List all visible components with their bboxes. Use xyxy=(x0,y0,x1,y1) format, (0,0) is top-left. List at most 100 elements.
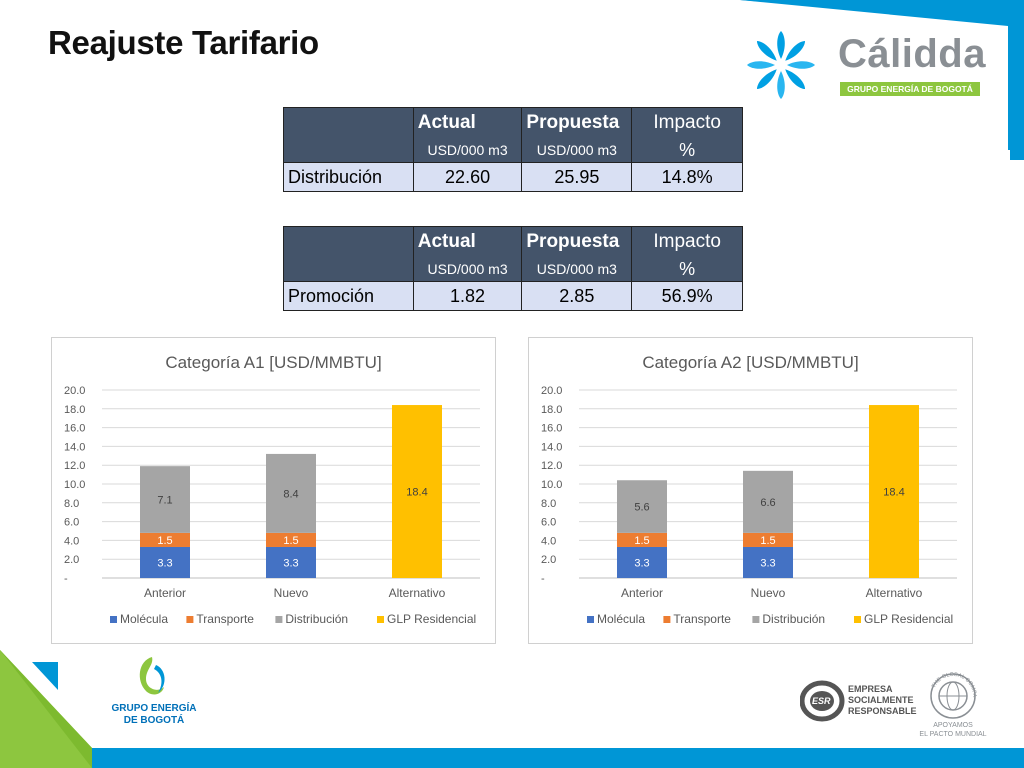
legend-swatch xyxy=(587,616,594,623)
legend-label: Molécula xyxy=(120,612,168,626)
unit-actual: USD/000 m3 xyxy=(412,257,523,282)
category-label: Nuevo xyxy=(751,586,786,600)
bar-segment xyxy=(617,480,667,533)
bar-segment xyxy=(869,405,919,578)
y-tick-label: 20.0 xyxy=(541,385,562,397)
legend-label: Distribución xyxy=(285,612,348,626)
legend-label: Transporte xyxy=(673,612,731,626)
legend-label: Distribución xyxy=(762,612,825,626)
bar-segment xyxy=(266,453,316,533)
esr-line1: EMPRESA xyxy=(848,684,893,694)
chart-a1-svg: Categoría A1 [USD/MMBTU] - 2.0 4.0 6.0 8.0 10.… xyxy=(64,353,480,626)
chart-title: Categoría A1 [USD/MMBTU] xyxy=(165,353,381,372)
geb-line1: GRUPO ENERGÍA xyxy=(111,703,197,714)
y-tick-label: 12.0 xyxy=(541,460,562,472)
bar-segment xyxy=(617,532,667,547)
y-tick-label: 18.0 xyxy=(64,404,85,416)
calidda-logo: Cálidda GRUPO ENERGÍA DE BOGOTÁ xyxy=(744,28,986,102)
data-label: 18.4 xyxy=(883,487,904,499)
y-tick-label: 2.0 xyxy=(64,554,79,566)
y-tick-label: 14.0 xyxy=(541,441,562,453)
global-compact-globe-icon: THE GLOBAL COMPACT xyxy=(925,668,977,719)
data-label: 18.4 xyxy=(406,487,427,499)
chart-categoria-a2: Categoría A2 [USD/MMBTU] - 2.0 4.0 6.0 8.0 10.… xyxy=(528,337,973,644)
calidda-subtitle-badge: GRUPO ENERGÍA DE BOGOTÁ xyxy=(840,82,980,96)
y-tick-label: 12.0 xyxy=(64,460,85,472)
data-label: 3.3 xyxy=(760,557,775,569)
y-tick-label: 20.0 xyxy=(64,385,85,397)
y-tick-label: 16.0 xyxy=(541,423,562,435)
y-tick-label: 6.0 xyxy=(541,517,556,529)
bar-segment xyxy=(392,405,442,578)
col-header-actual: Actual xyxy=(412,226,523,257)
unit-propuesta: USD/000 m3 xyxy=(521,138,633,163)
legend-swatch xyxy=(110,616,117,623)
legend-swatch xyxy=(186,616,194,623)
legend-swatch xyxy=(854,616,861,623)
legend-label: GLP Residencial xyxy=(864,612,953,626)
data-label: 6.6 xyxy=(760,497,775,509)
legend-swatch xyxy=(275,616,283,623)
data-label: 3.3 xyxy=(634,557,649,569)
data-label: 1.5 xyxy=(157,535,172,547)
unit-impacto: % xyxy=(631,257,743,282)
y-tick-label: - xyxy=(541,573,545,585)
legend-swatch xyxy=(752,616,760,623)
bar-segment xyxy=(743,532,793,547)
geb-swirl-icon xyxy=(139,657,165,695)
row-label-distribucion: Distribución xyxy=(283,162,414,192)
y-tick-label: 14.0 xyxy=(64,441,85,453)
y-tick-label: 2.0 xyxy=(541,554,556,566)
calidda-wordmark: Cálidda xyxy=(838,32,986,76)
y-tick-label: 10.0 xyxy=(64,479,85,491)
value-propuesta: 2.85 xyxy=(521,281,633,311)
geb-logo: GRUPO ENERGÍA DE BOGOTÁ xyxy=(104,655,204,735)
data-label: 3.3 xyxy=(157,557,172,569)
data-label: 3.3 xyxy=(283,557,298,569)
global-compact-logo: THE GLOBAL COMPACT APOYAMOS EL PACTO MUN… xyxy=(918,668,988,742)
unit-actual: USD/000 m3 xyxy=(412,138,523,163)
col-header-impacto: Impacto xyxy=(631,107,743,138)
bar-segment xyxy=(140,532,190,547)
category-label: Anterior xyxy=(621,586,663,600)
category-label: Alternativo xyxy=(866,586,923,600)
value-impacto: 56.9% xyxy=(631,281,743,311)
gc-line2: EL PACTO MUNDIAL xyxy=(919,731,987,738)
legend-swatch xyxy=(663,616,671,623)
chart-title: Categoría A2 [USD/MMBTU] xyxy=(642,353,858,372)
bar-segment xyxy=(743,546,793,578)
value-propuesta: 25.95 xyxy=(521,162,633,192)
y-tick-label: 10.0 xyxy=(541,479,562,491)
value-impacto: 14.8% xyxy=(631,162,743,192)
unit-impacto: % xyxy=(631,138,743,163)
value-actual: 22.60 xyxy=(412,162,523,192)
unit-propuesta: USD/000 m3 xyxy=(521,257,633,282)
bar-segment xyxy=(266,546,316,578)
data-label: 7.1 xyxy=(157,495,172,507)
y-tick-label: 4.0 xyxy=(541,535,556,547)
data-label: 8.4 xyxy=(283,488,298,500)
esr-line2: SOCIALMENTE xyxy=(848,695,914,705)
y-tick-label: 6.0 xyxy=(64,517,79,529)
chart-categoria-a1: Categoría A1 [USD/MMBTU] - 2.0 4.0 6.0 8.0 10.… xyxy=(51,337,496,644)
y-tick-label: - xyxy=(64,573,68,585)
row-label-promocion: Promoción xyxy=(283,281,414,311)
col-header-propuesta: Propuesta xyxy=(521,107,633,138)
col-header-impacto: Impacto xyxy=(631,226,743,257)
data-label: 5.6 xyxy=(634,502,649,514)
table-corner-cell xyxy=(283,107,414,163)
geb-line2: DE BOGOTÁ xyxy=(123,715,185,726)
calidda-flower-icon xyxy=(747,31,815,99)
data-label: 1.5 xyxy=(634,535,649,547)
category-label: Anterior xyxy=(144,586,186,600)
bar-segment xyxy=(743,470,793,533)
bar-segment xyxy=(140,546,190,578)
table-corner-cell xyxy=(283,226,414,282)
y-tick-label: 4.0 xyxy=(64,535,79,547)
col-header-actual: Actual xyxy=(412,107,523,138)
esr-line3: RESPONSABLE xyxy=(848,706,917,716)
esr-badge-icon xyxy=(800,680,845,722)
category-label: Alternativo xyxy=(389,586,446,600)
promocion-table: Actual Propuesta Impacto USD/000 m3 USD/… xyxy=(283,226,743,311)
y-tick-label: 16.0 xyxy=(64,423,85,435)
